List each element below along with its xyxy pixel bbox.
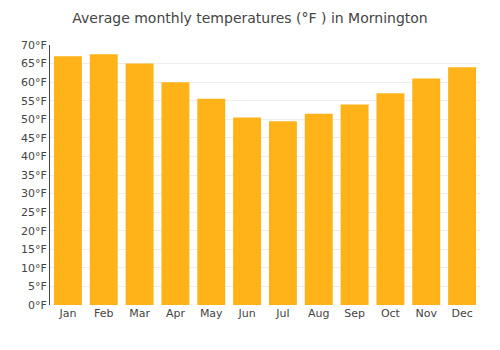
svg-text:Jan: Jan [58,307,76,320]
svg-text:Jun: Jun [237,307,255,320]
svg-text:Mar: Mar [129,307,150,320]
svg-text:20°F: 20°F [21,225,47,238]
svg-text:0°F: 0°F [28,299,47,312]
svg-text:35°F: 35°F [21,169,47,182]
svg-text:Apr: Apr [166,307,186,320]
svg-text:5°F: 5°F [28,280,47,293]
svg-text:Dec: Dec [451,307,472,320]
svg-text:Oct: Oct [381,307,401,320]
svg-text:Average monthly temperatures (: Average monthly temperatures (°F ) in Mo… [72,10,427,26]
svg-text:40°F: 40°F [21,150,47,163]
svg-text:25°F: 25°F [21,206,47,219]
svg-text:55°F: 55°F [21,95,47,108]
svg-text:Nov: Nov [416,307,438,320]
svg-text:15°F: 15°F [21,243,47,256]
svg-text:70°F: 70°F [21,39,47,52]
svg-text:50°F: 50°F [21,113,47,126]
svg-text:Sep: Sep [344,307,365,320]
svg-text:45°F: 45°F [21,132,47,145]
svg-text:60°F: 60°F [21,76,47,89]
svg-text:Jul: Jul [275,307,289,320]
svg-text:30°F: 30°F [21,187,47,200]
svg-text:Aug: Aug [308,307,329,320]
svg-text:10°F: 10°F [21,262,47,275]
svg-text:Feb: Feb [94,307,113,320]
svg-text:May: May [200,307,223,320]
svg-text:65°F: 65°F [21,57,47,70]
